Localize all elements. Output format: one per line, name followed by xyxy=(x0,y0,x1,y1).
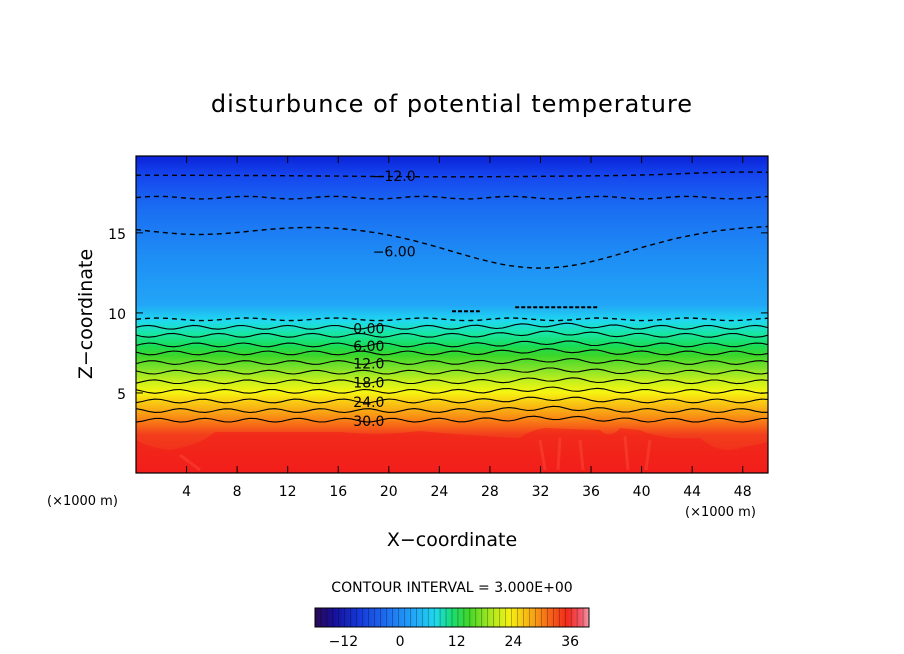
colorbar-tick-label: 36 xyxy=(561,634,579,650)
x-tick-label: 48 xyxy=(734,484,752,500)
y-tick-label: 15 xyxy=(108,227,126,243)
x-ticks: 4 8 12 16 20 24 28 32 36 40 44 48 xyxy=(182,156,752,500)
x-tick-label: 8 xyxy=(233,484,242,500)
x-tick-label: 12 xyxy=(279,484,297,500)
x-tick-label: 16 xyxy=(329,484,347,500)
y-ticks: 5 10 15 xyxy=(108,227,768,403)
contour-line xyxy=(135,405,768,414)
colorbar-frame xyxy=(314,607,590,628)
x-unit-label: (×1000 m) xyxy=(685,505,756,520)
surface-region xyxy=(136,428,768,473)
contour-line xyxy=(135,357,769,366)
contour-line xyxy=(135,415,769,423)
contour-label: −12.0 xyxy=(373,169,416,185)
contour-labels: −12.0 −6.00 0.00 6.00 12.0 18.0 24.0 30.0 xyxy=(353,169,416,430)
contour-line xyxy=(135,340,769,348)
contour-line xyxy=(135,386,769,394)
contour-label: 30.0 xyxy=(353,414,384,430)
y-tick-label: 10 xyxy=(108,307,126,323)
x-tick-label: 28 xyxy=(481,484,499,500)
contour-line xyxy=(136,171,769,178)
chart-title: disturbunce of potential temperature xyxy=(211,90,693,118)
contour-line xyxy=(135,330,769,338)
contour-lines xyxy=(135,171,769,423)
x-axis-label: X−coordinate xyxy=(387,529,517,551)
contour-line xyxy=(135,367,769,375)
colorbar-ticks: −12 0 12 24 36 xyxy=(329,634,580,650)
contour-label: −6.00 xyxy=(373,244,416,260)
contour-line xyxy=(135,195,769,200)
x-tick-label: 20 xyxy=(380,484,398,500)
contour-line xyxy=(135,322,769,330)
x-tick-label: 36 xyxy=(582,484,600,500)
plot-frame xyxy=(135,155,769,474)
colorbar-tick-label: −12 xyxy=(329,634,359,650)
x-tick-label: 32 xyxy=(532,484,550,500)
colorbar-segments xyxy=(320,608,584,627)
y-unit-label: (×1000 m) xyxy=(47,494,118,509)
colorbar-tick-label: 24 xyxy=(504,634,522,650)
contour-line xyxy=(135,396,769,404)
contour-line xyxy=(135,225,769,269)
field-background xyxy=(136,156,768,473)
x-tick-label: 24 xyxy=(430,484,448,500)
colorbar-tick-label: 0 xyxy=(396,634,405,650)
contour-line xyxy=(135,348,769,356)
colorbar: −12 0 12 24 36 xyxy=(314,607,590,650)
contour-label: 24.0 xyxy=(353,395,384,411)
surface-streaks xyxy=(179,435,652,472)
contour-line xyxy=(135,317,769,322)
contour-label: 6.00 xyxy=(353,339,384,355)
contour-line xyxy=(135,377,769,385)
x-tick-label: 40 xyxy=(633,484,651,500)
y-axis-label: Z−coordinate xyxy=(75,249,97,379)
x-tick-label: 4 xyxy=(182,484,191,500)
contour-label: 0.00 xyxy=(353,321,384,337)
y-tick-label: 5 xyxy=(117,387,126,403)
x-tick-label: 44 xyxy=(683,484,701,500)
colorbar-tick-label: 12 xyxy=(448,634,466,650)
contour-interval: CONTOUR INTERVAL = 3.000E+00 xyxy=(331,580,572,596)
contour-label: 12.0 xyxy=(353,357,384,373)
contour-label: 18.0 xyxy=(353,376,384,392)
